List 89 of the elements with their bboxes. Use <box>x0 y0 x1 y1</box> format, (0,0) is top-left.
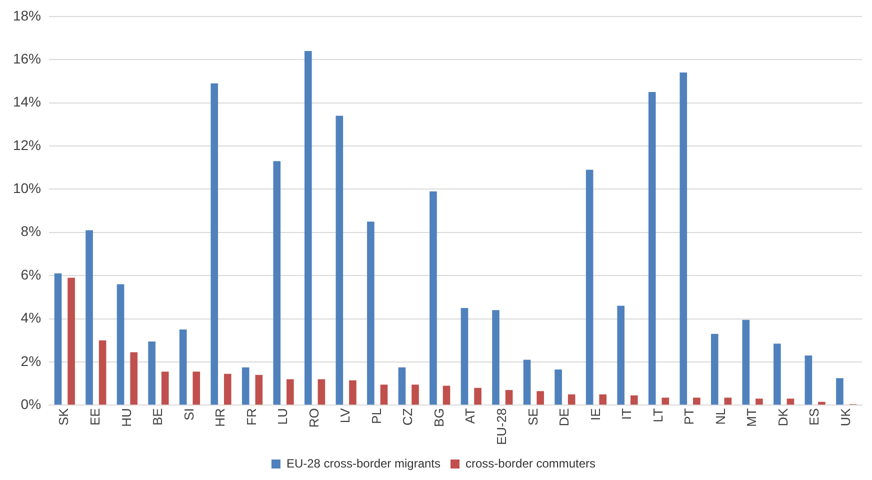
bar <box>148 341 156 405</box>
x-tick-label: HU <box>118 408 134 427</box>
bar <box>349 380 356 405</box>
legend-label: cross-border commuters <box>466 456 596 470</box>
x-tick-label: NL <box>712 408 728 425</box>
x-tick-label: BE <box>150 408 166 426</box>
x-tick-label: LV <box>338 408 353 424</box>
y-tick-label: 6% <box>20 266 42 282</box>
legend-label: EU-28 cross-border migrants <box>286 456 441 470</box>
bar <box>192 372 200 405</box>
y-tick-label: 10% <box>12 180 42 196</box>
bar <box>336 116 344 405</box>
bar <box>505 390 513 405</box>
bar <box>318 379 326 405</box>
bar <box>474 388 482 405</box>
x-tick-label: HR <box>212 408 228 427</box>
bar <box>492 310 500 405</box>
y-tick-label: 2% <box>20 352 42 369</box>
bar <box>756 398 763 405</box>
bar <box>430 191 437 405</box>
y-tick-label: 18% <box>12 7 42 24</box>
x-tick-label: RO <box>306 408 322 428</box>
bar <box>380 384 388 405</box>
bar <box>774 344 781 405</box>
bar <box>86 230 93 405</box>
x-tick-label: EE <box>88 408 102 426</box>
bar <box>680 72 688 405</box>
bar <box>210 83 218 405</box>
bar <box>286 379 294 405</box>
x-tick-label: LT <box>650 408 666 422</box>
x-tick-label: BG <box>431 408 446 427</box>
x-tick-label: ES <box>806 408 822 426</box>
bar <box>255 374 263 405</box>
bar <box>630 395 638 405</box>
bar <box>412 384 419 405</box>
bar <box>179 330 187 405</box>
bar <box>710 334 718 405</box>
bar <box>836 378 844 405</box>
bar <box>161 372 169 405</box>
bar <box>98 340 106 405</box>
x-tick-label: AT <box>462 408 478 424</box>
x-tick-label: IE <box>588 408 603 420</box>
bar <box>648 92 656 405</box>
x-tick-label: CZ <box>400 408 416 426</box>
y-tick-label: 8% <box>20 223 42 240</box>
bar <box>273 161 281 405</box>
bar <box>116 284 124 405</box>
x-tick-label: PT <box>682 408 697 425</box>
y-tick-label: 0% <box>20 396 42 412</box>
bar <box>304 50 312 405</box>
bar <box>398 367 406 405</box>
bar <box>523 360 531 405</box>
bar <box>68 278 75 405</box>
bar <box>742 320 750 405</box>
y-tick-label: 16% <box>12 50 42 66</box>
bar <box>460 308 468 405</box>
bar <box>818 402 826 405</box>
bar <box>586 170 594 405</box>
bar <box>617 306 624 405</box>
bar <box>786 398 794 405</box>
x-tick-label: EU-28 <box>494 408 509 446</box>
bar <box>224 374 232 405</box>
x-tick-label: MT <box>744 408 760 427</box>
bar <box>693 398 700 405</box>
x-tick-label: IT <box>619 408 634 420</box>
bar <box>367 222 374 405</box>
y-tick-label: 14% <box>12 94 42 110</box>
bar <box>662 398 670 405</box>
x-tick-label: SE <box>525 408 540 426</box>
bar <box>554 370 562 405</box>
y-tick-label: 12% <box>12 136 42 153</box>
bar <box>568 394 576 405</box>
x-tick-label: SI <box>181 408 196 420</box>
bar <box>442 386 450 405</box>
bar <box>724 398 732 405</box>
bar <box>130 352 138 405</box>
x-tick-label: UK <box>838 408 853 426</box>
x-tick-label: LU <box>275 408 290 425</box>
x-tick-label: DK <box>775 408 790 426</box>
bar <box>599 394 607 405</box>
bar <box>242 367 250 405</box>
bar <box>804 355 812 405</box>
x-tick-label: DE <box>556 408 572 426</box>
x-tick-label: FR <box>244 408 259 426</box>
x-tick-label: PL <box>368 408 384 424</box>
bar <box>536 391 544 405</box>
y-tick-label: 4% <box>20 310 42 326</box>
x-tick-label: SK <box>56 408 72 426</box>
bar <box>54 273 62 405</box>
